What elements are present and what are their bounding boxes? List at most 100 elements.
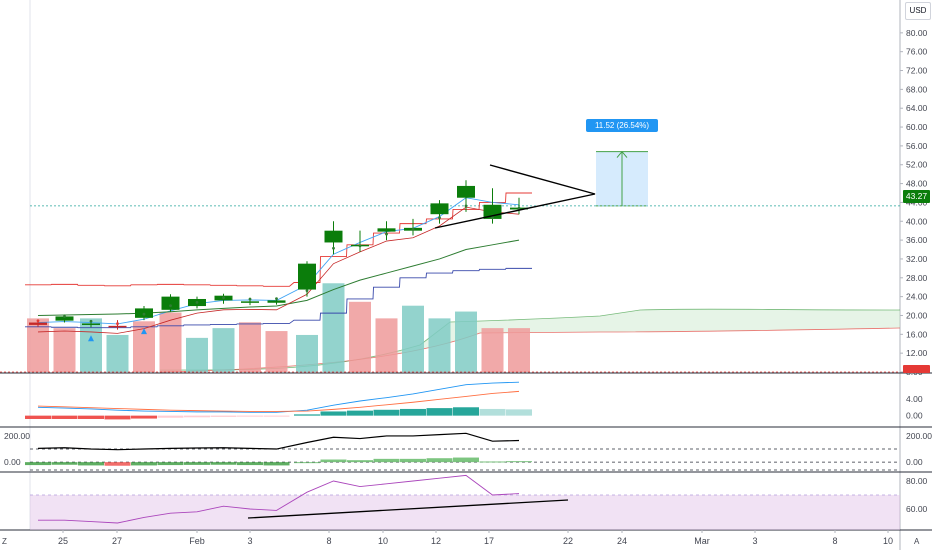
volume-bar [481, 328, 504, 372]
price-tick-label: 56.00 [906, 141, 928, 151]
price-tick-label: 20.00 [906, 310, 928, 320]
currency-button[interactable]: USD [905, 2, 931, 20]
time-axis-label: 12 [431, 536, 441, 546]
candle-body [430, 203, 449, 215]
signal-dot [305, 289, 309, 293]
macd-hist-bar [400, 408, 426, 416]
cci-hist-bar [237, 462, 263, 466]
signal-dot [89, 319, 93, 323]
signal-dot [63, 315, 66, 318]
time-axis-label: 3 [752, 536, 757, 546]
last-price-badge: 43.27 [903, 190, 930, 203]
time-axis-label: 3 [247, 536, 252, 546]
cci-left-tick-label: 200.00 [4, 431, 30, 441]
macd-hist-bar [131, 415, 157, 419]
signal-dot [385, 232, 388, 236]
macd-hist-bar [506, 409, 532, 416]
signal-dot [411, 227, 415, 231]
volume-bar [53, 328, 76, 372]
rsi-band-fill [30, 495, 900, 530]
cci-line [37, 432, 520, 451]
signal-dot [332, 246, 335, 250]
volume-bar [322, 283, 345, 372]
price-tick-label: 36.00 [906, 235, 928, 245]
cci-hist-bar [51, 462, 78, 465]
volume-bar [428, 318, 451, 372]
time-axis-label: Feb [189, 536, 205, 546]
signal-dot [142, 312, 146, 316]
cci-left-tick-label: 0.00 [4, 457, 21, 467]
lag-line [37, 206, 520, 334]
cci-hist-bar [320, 459, 347, 463]
cci-hist-bar [373, 458, 400, 463]
signal-dot [222, 296, 225, 300]
buy-triangle-icon [141, 328, 147, 335]
cci-hist-bar [400, 458, 426, 463]
cci-hist-bar [263, 462, 290, 466]
macd-hist-bar [347, 410, 373, 416]
cci-hist-bar [426, 458, 453, 463]
volume-bar [133, 321, 155, 372]
macd-hist-bar [237, 415, 263, 417]
cci-hist-bar [479, 461, 506, 463]
rsi-line [38, 474, 520, 524]
zoom-button[interactable]: Z [2, 537, 7, 546]
volume-bar [106, 334, 129, 372]
signal-dot [195, 301, 199, 304]
cci-hist-bar [184, 462, 210, 465]
rsi-tick-label: 60.00 [906, 504, 928, 514]
macd-hist-bar [25, 415, 51, 419]
cci-hist-bar [104, 462, 131, 466]
cci-hist-bar [453, 457, 479, 463]
time-axis-label: 24 [617, 536, 627, 546]
volume-bar [455, 311, 477, 372]
candle-body [267, 300, 286, 303]
upper-band-line [25, 192, 532, 287]
volume-bar [375, 318, 398, 372]
price-tick-label: 24.00 [906, 292, 928, 302]
volume-bar [159, 312, 182, 372]
macd-hist-bar [373, 409, 400, 416]
price-tick-label: 12.00 [906, 348, 928, 358]
cci-hist-bar [506, 461, 532, 463]
time-axis-label: 10 [883, 536, 893, 546]
rsi-tick-label: 80.00 [906, 476, 928, 486]
volume-bar [508, 328, 530, 372]
macd-hist-bar [294, 414, 320, 416]
price-tick-label: 60.00 [906, 122, 928, 132]
time-axis-label: 22 [563, 536, 573, 546]
candle-body [457, 185, 475, 198]
macd-hist-bar [320, 411, 347, 416]
signal-dot [491, 216, 494, 220]
volume-bar [212, 328, 235, 372]
volume-bar [349, 301, 371, 372]
price-tick-label: 48.00 [906, 179, 928, 189]
auto-scale-button[interactable]: A [914, 537, 920, 546]
signal-dot [517, 206, 521, 210]
time-axis-label: Mar [694, 536, 710, 546]
macd-hist-bar [78, 415, 104, 419]
macd-hist-bar [479, 408, 506, 416]
signal-dot [36, 319, 40, 323]
price-tick-label: 52.00 [906, 160, 928, 170]
macd-hist-bar [104, 415, 131, 420]
cci-hist-bar [78, 462, 104, 466]
macd-hist-bar [157, 415, 184, 418]
price-tick-label: 64.00 [906, 103, 928, 113]
price-tick-label: 80.00 [906, 28, 928, 38]
price-tick-label: 40.00 [906, 216, 928, 226]
price-tick-label: 16.00 [906, 329, 928, 339]
triangle-pattern-drawing [434, 164, 596, 229]
macd-tick-label: 4.00 [906, 394, 923, 404]
candle-body [324, 230, 343, 243]
macd-hist-bar [51, 415, 78, 419]
cloud-area [160, 309, 900, 372]
macd-hist-bar [210, 415, 237, 417]
price-tick-label: 68.00 [906, 84, 928, 94]
volume-bar [402, 305, 424, 372]
low-price-badge [903, 365, 930, 373]
volume-bar [296, 334, 318, 372]
candle-body [161, 296, 180, 310]
